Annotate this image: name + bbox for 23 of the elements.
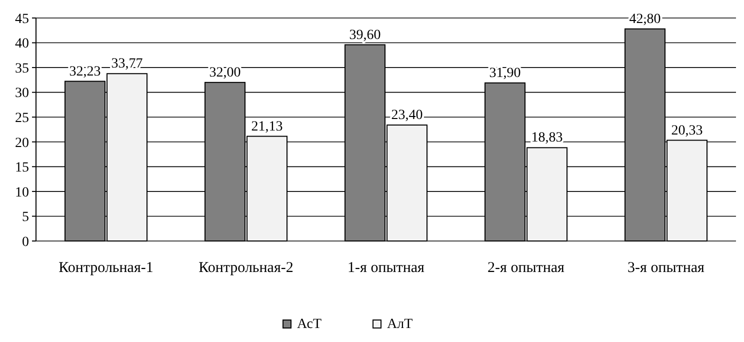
y-tick-label: 5 <box>22 210 29 226</box>
legend-label: АлТ <box>387 317 414 332</box>
x-tick-label: Контрольная-2 <box>198 260 294 276</box>
data-label: 21,13 <box>251 119 283 134</box>
x-tick-label: Контрольная-1 <box>58 260 154 276</box>
y-tick-label: 0 <box>22 234 29 250</box>
y-tick-label: 40 <box>15 36 29 52</box>
y-tick-label: 45 <box>15 12 29 27</box>
y-tick-label: 30 <box>15 86 29 102</box>
data-label: 20,33 <box>671 123 703 138</box>
y-tick-label: 25 <box>15 111 29 126</box>
y-tick-label: 10 <box>15 185 29 200</box>
y-tick-label: 15 <box>15 160 29 176</box>
legend-label: АсТ <box>297 317 322 332</box>
x-tick-label: 1-я опытная <box>348 260 425 276</box>
data-label: 32,00 <box>209 65 241 80</box>
data-label: 31,90 <box>489 66 521 81</box>
data-label: 32,23 <box>69 64 101 80</box>
data-label: 39,60 <box>349 28 381 43</box>
y-tick-label: 20 <box>15 136 29 151</box>
x-tick-label: 2-я опытная <box>488 260 565 276</box>
y-tick-label: 35 <box>15 61 29 76</box>
x-tick-label: 3-я опытная <box>628 260 705 276</box>
